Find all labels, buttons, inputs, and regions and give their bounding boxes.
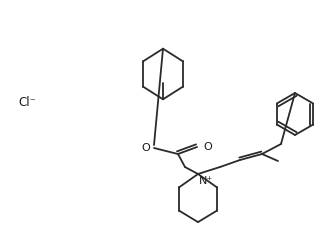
Text: Cl⁻: Cl⁻: [18, 96, 36, 109]
Text: O: O: [203, 141, 212, 151]
Text: O: O: [142, 142, 150, 152]
Text: N⁺: N⁺: [199, 175, 213, 185]
